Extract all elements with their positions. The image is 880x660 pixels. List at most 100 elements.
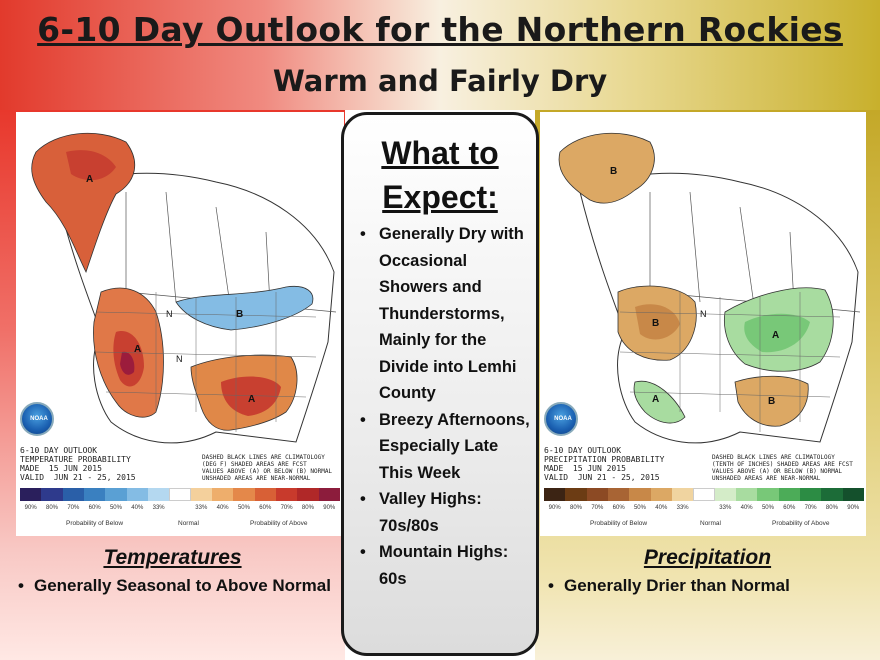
precipitation-heading: Precipitation [643,546,772,569]
center-title-line1: What to [381,135,499,171]
colorbar-tick: 80% [301,505,314,511]
colorbar-tick: 60% [783,505,796,511]
colorbar-swatch [147,488,170,501]
colorbar-swatch [799,488,822,501]
colorbar-swatch [778,488,800,501]
precipitation-map-note: DASHED BLACK LINES ARE CLIMATOLOGY (TENT… [712,454,853,482]
colorbar-swatch [714,488,736,501]
precipitation-map-graphic: B B B A A N [558,132,861,444]
colorbar-tick: 50% [237,505,250,511]
svg-text:N: N [176,354,183,364]
colorbar-tick: 40% [131,505,144,511]
colorbar-tick: 70% [67,505,80,511]
colorbar-tick [693,505,714,511]
colorbar-swatch [842,488,864,501]
colorbar-swatch [565,488,587,501]
colorbar-swatch [275,488,298,501]
colorbar-swatch [105,488,127,501]
colorbar-swatch [62,488,84,501]
colorbar-swatch [607,488,630,501]
noaa-logo: NOAA [20,402,54,436]
precipitation-bullet-text: Generally Drier than Normal [564,576,790,595]
colorbar-tick: 50% [761,505,774,511]
colorbar-tick: 90% [24,505,37,511]
colorbar-tick: 70% [804,505,817,511]
colorbar-swatch [41,488,63,501]
svg-text:A: A [86,174,93,185]
colorbar-tick: 70% [280,505,293,511]
colorbar-tick: 40% [216,505,229,511]
colorbar-tick: 33% [195,505,208,511]
colorbar-tick: 90% [323,505,336,511]
precipitation-scale-above: Probability of Above [772,520,830,527]
title-banner [0,0,880,110]
expectation-item: Generally Dry with Occasional Showers an… [358,221,536,407]
temperatures-bullet: • Generally Seasonal to Above Normal [18,573,338,598]
expectation-item: Breezy Afternoons, Especially Late This … [358,407,536,487]
expectations-list: Generally Dry with Occasional Showers an… [358,221,536,592]
colorbar-tick: 50% [633,505,646,511]
colorbar-tick [169,505,190,511]
svg-text:A: A [652,394,659,405]
colorbar-tick: 80% [569,505,582,511]
colorbar-swatch [169,488,191,501]
colorbar-swatch [757,488,779,501]
temperatures-bullet-text: Generally Seasonal to Above Normal [34,576,331,595]
precipitation-map-label: 6-10 DAY OUTLOOK PRECIPITATION PROBABILI… [544,446,665,482]
what-to-expect-title: What to Expect: [344,131,536,219]
colorbar-tick: 90% [548,505,561,511]
colorbar-tick: 60% [88,505,101,511]
colorbar-tick: 50% [109,505,122,511]
colorbar-tick: 40% [740,505,753,511]
svg-text:N: N [700,309,707,319]
colorbar-swatch [544,488,566,501]
colorbar-swatch [190,488,212,501]
colorbar-swatch [83,488,106,501]
svg-text:A: A [134,344,141,355]
colorbar-swatch [671,488,694,501]
svg-text:A: A [772,330,779,341]
colorbar-tick: 33% [719,505,732,511]
bullet-dot: • [18,576,24,595]
center-title-line2: Expect: [382,179,498,215]
precipitation-outlook-map: B B B A A N NOAA 6-10 DAY OUTLOOK PRECIP… [540,112,866,536]
colorbar-swatch [821,488,843,501]
temperature-outlook-map: A A B A N N NOAA 6-10 DAY OUTLOOK TEMPER… [16,112,344,536]
expectation-item: Valley Highs: 70s/80s [358,486,536,539]
colorbar-swatch [211,488,234,501]
page-subtitle: Warm and Fairly Dry [272,64,608,98]
temperature-scale-normal: Normal [178,520,199,527]
colorbar-swatch [254,488,276,501]
temperatures-heading: Temperatures [103,546,242,569]
temperature-scale-below: Probability of Below [66,520,124,527]
colorbar-swatch [650,488,672,501]
colorbar-swatch [297,488,319,501]
svg-text:B: B [610,166,617,177]
temperature-map-label: 6-10 DAY OUTLOOK TEMPERATURE PROBABILITY… [20,446,136,482]
expectation-item: Mountain Highs: 60s [358,539,536,592]
colorbar-swatch [735,488,758,501]
colorbar-tick: 33% [152,505,165,511]
svg-text:A: A [248,394,255,405]
colorbar-tick: 60% [259,505,272,511]
colorbar-swatch [629,488,651,501]
colorbar-swatch [20,488,42,501]
svg-text:B: B [768,396,775,407]
noaa-logo: NOAA [544,402,578,436]
colorbar-tick: 40% [655,505,668,511]
svg-text:N: N [166,309,173,319]
precipitation-colorbar-ticks: 90% 80% 70% 60% 50% 40% 33% 33% 40% 50% 60% 70% 80% 9… [544,505,864,511]
colorbar-swatch [318,488,340,501]
colorbar-swatch [586,488,608,501]
bullet-dot: • [548,576,554,595]
precipitation-scale-normal: Normal [700,520,721,527]
colorbar-swatch [693,488,715,501]
colorbar-tick: 90% [847,505,860,511]
colorbar-tick: 80% [45,505,58,511]
what-to-expect-panel: What to Expect: Generally Dry with Occas… [341,112,539,656]
colorbar-swatch [126,488,148,501]
colorbar-tick: 60% [612,505,625,511]
colorbar-tick: 80% [825,505,838,511]
colorbar-tick: 33% [676,505,689,511]
svg-text:B: B [652,318,659,329]
